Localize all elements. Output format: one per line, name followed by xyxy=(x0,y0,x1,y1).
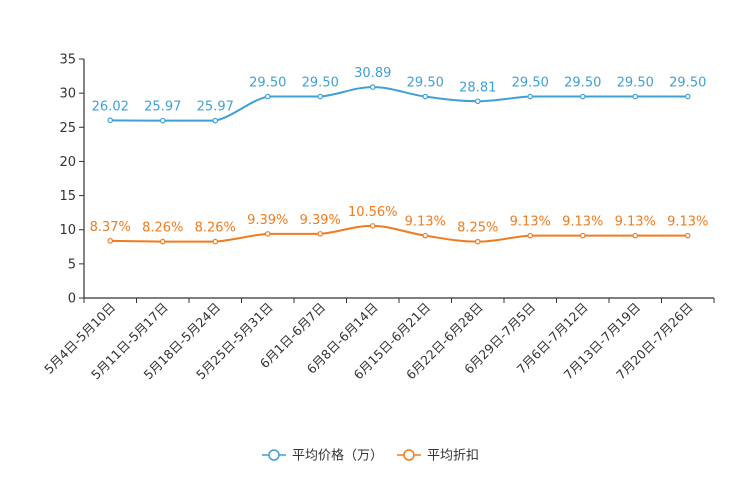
data-point xyxy=(579,93,586,100)
series-line xyxy=(110,224,688,243)
data-point xyxy=(212,238,219,245)
y-tick-label: 30 xyxy=(59,87,76,102)
data-label: 9.39% xyxy=(247,213,288,228)
y-tick-label: 25 xyxy=(59,121,76,136)
data-point xyxy=(159,238,166,245)
data-point xyxy=(159,117,166,124)
data-point xyxy=(369,223,376,229)
data-point xyxy=(474,98,481,105)
data-label: 30.89 xyxy=(354,66,391,81)
data-label: 25.97 xyxy=(144,100,181,115)
data-point xyxy=(317,93,324,100)
series-line xyxy=(110,86,688,122)
data-label: 29.50 xyxy=(407,76,444,91)
data-label: 8.25% xyxy=(457,221,498,236)
data-point xyxy=(212,117,219,124)
y-tick-label: 35 xyxy=(59,53,76,68)
data-label: 29.50 xyxy=(512,76,549,91)
data-point xyxy=(684,93,691,100)
data-label: 28.81 xyxy=(459,80,496,95)
legend-label: 平均折扣 xyxy=(427,449,479,464)
data-label: 9.13% xyxy=(405,215,446,230)
data-point xyxy=(474,238,481,245)
data-label: 29.50 xyxy=(564,76,601,91)
data-point xyxy=(264,93,271,100)
data-point xyxy=(579,232,586,239)
data-label: 29.50 xyxy=(302,76,339,91)
data-label: 29.50 xyxy=(249,76,286,91)
y-tick-label: 15 xyxy=(59,189,76,204)
data-label: 9.39% xyxy=(300,213,341,228)
data-label: 9.13% xyxy=(562,215,603,230)
y-tick-label: 20 xyxy=(59,155,76,170)
legend-label: 平均价格（万） xyxy=(292,448,383,464)
data-point xyxy=(422,232,429,239)
data-point xyxy=(264,231,271,237)
data-point xyxy=(107,238,114,244)
data-label: 10.56% xyxy=(348,205,398,220)
legend-marker xyxy=(268,449,280,461)
data-label: 8.37% xyxy=(90,220,131,235)
data-label: 8.26% xyxy=(195,221,236,236)
data-point xyxy=(632,232,639,239)
data-label: 8.26% xyxy=(142,221,183,236)
data-label: 9.13% xyxy=(615,215,656,230)
y-tick-label: 5 xyxy=(68,257,76,272)
y-tick-label: 0 xyxy=(68,292,76,307)
data-label: 29.50 xyxy=(669,76,706,91)
data-point xyxy=(527,232,534,239)
legend-marker xyxy=(403,449,415,461)
data-point xyxy=(632,93,639,100)
data-point xyxy=(684,232,691,239)
data-point xyxy=(422,93,429,100)
data-point xyxy=(527,93,534,100)
data-label: 9.13% xyxy=(667,215,708,230)
data-label: 9.13% xyxy=(510,215,551,230)
data-label: 25.97 xyxy=(197,100,234,115)
data-point xyxy=(317,231,324,237)
data-label: 26.02 xyxy=(92,99,129,114)
data-point xyxy=(107,117,114,124)
y-tick-label: 10 xyxy=(59,223,76,238)
data-point xyxy=(369,84,376,90)
data-label: 29.50 xyxy=(617,76,654,91)
